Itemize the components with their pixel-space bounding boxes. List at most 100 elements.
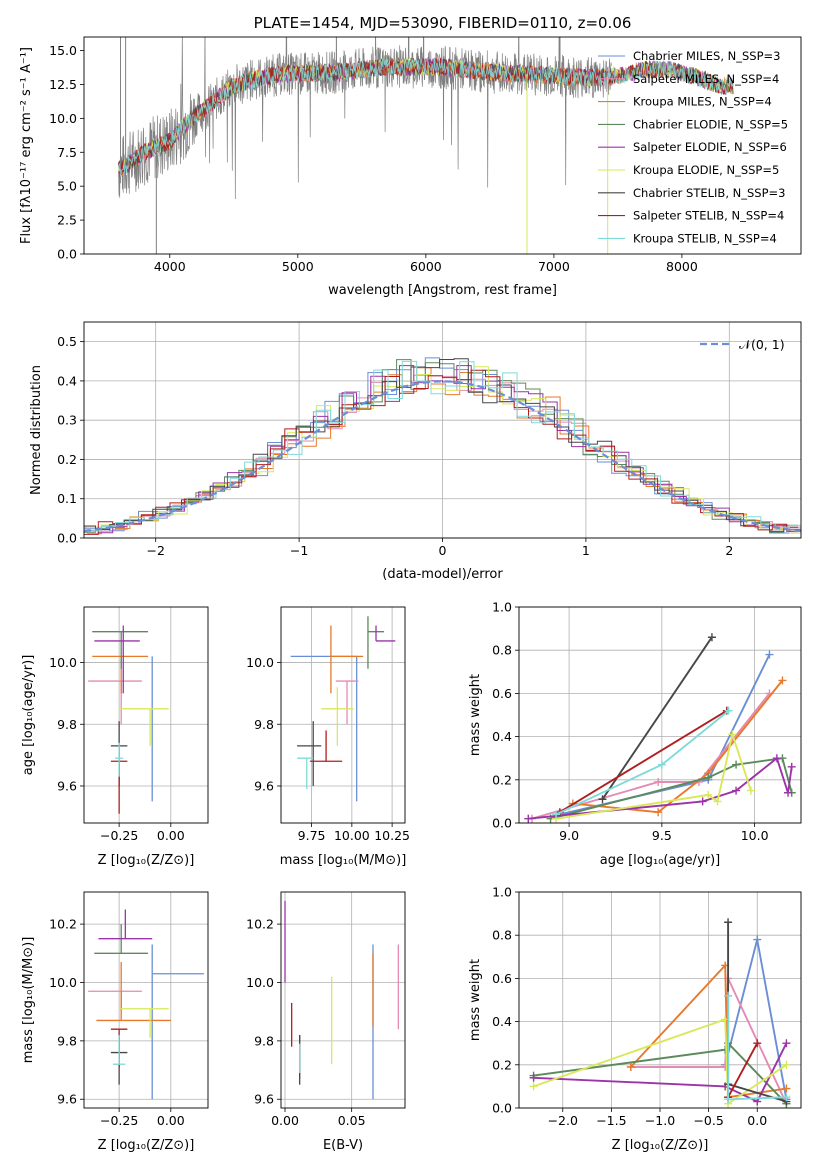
mass-weight-marker bbox=[529, 1073, 538, 1082]
y-tick-label: 9.6 bbox=[254, 1092, 274, 1107]
mass-weight-marker bbox=[704, 790, 713, 799]
y-tick-label: 7.5 bbox=[57, 145, 77, 160]
axes-frame bbox=[518, 891, 802, 1109]
y-tick-label: 12.5 bbox=[49, 77, 77, 92]
mass-weight-marker bbox=[732, 786, 741, 795]
legend-entry: Chabrier STELIB, N_SSP=3 bbox=[633, 186, 785, 200]
mass-weight-line bbox=[533, 1018, 787, 1106]
x-tick-label: 10.0 bbox=[741, 828, 769, 843]
y-tick-label: 0.1 bbox=[57, 491, 77, 506]
mass-weight-marker bbox=[724, 918, 733, 927]
x-tick-label: −1.0 bbox=[645, 1113, 675, 1128]
y-tick-label: 0.0 bbox=[492, 1101, 512, 1116]
x-tick-label: 0 bbox=[439, 543, 447, 558]
mass-weight-marker bbox=[746, 786, 755, 795]
x-tick-label: −1 bbox=[290, 543, 308, 558]
mass-weight-marker bbox=[654, 808, 663, 817]
y-tick-label: 0.2 bbox=[492, 772, 512, 787]
x-tick-label: −0.25 bbox=[100, 1113, 138, 1128]
x-tick-label: 0.0 bbox=[747, 1113, 767, 1128]
x-tick-label: −0.25 bbox=[100, 828, 138, 843]
gaussian-curve bbox=[83, 380, 802, 533]
mass-weight-marker bbox=[724, 1095, 733, 1104]
chart-title: PLATE=1454, MJD=53090, FIBERID=0110, z=0… bbox=[254, 14, 632, 32]
legend-entry: 𝒩(0, 1) bbox=[739, 337, 785, 352]
legend-entry: Salpeter ELODIE, N_SSP=6 bbox=[633, 140, 787, 154]
y-tick-label: 0.0 bbox=[57, 531, 77, 546]
y-tick-label: 5.0 bbox=[57, 179, 77, 194]
y-tick-label: 1.0 bbox=[492, 600, 512, 615]
axes-frame bbox=[83, 36, 802, 255]
y-tick-label: 0.8 bbox=[492, 643, 512, 658]
mass-vs-ebv-panel: 0.00 0.05 9.6 9.8 10.0 10.2 E(B-V) bbox=[246, 891, 406, 1153]
x-tick-label: 2 bbox=[725, 543, 733, 558]
y-tick-label: 0.0 bbox=[492, 816, 512, 831]
x-tick-label: 0.00 bbox=[157, 1113, 185, 1128]
y-tick-label: 10.2 bbox=[246, 917, 274, 932]
mass-weight-marker bbox=[713, 797, 722, 806]
x-tick-label: 10.00 bbox=[334, 828, 370, 843]
mass-weight-line bbox=[572, 679, 784, 814]
x-tick-label: 8000 bbox=[666, 259, 698, 274]
legend-entry: Kroupa ELODIE, N_SSP=5 bbox=[633, 163, 779, 177]
y-tick-label: 0.8 bbox=[492, 928, 512, 943]
mass-weight-marker bbox=[657, 760, 666, 769]
mass-weight-marker bbox=[753, 1039, 762, 1048]
mass-vs-metallicity-panel: −0.25 0.00 9.6 9.8 10.0 10.2 Z [log₁₀(Z/Z⊙)] ma… bbox=[21, 891, 209, 1153]
mass-weight-marker bbox=[772, 754, 781, 763]
y-tick-label: 9.6 bbox=[57, 1092, 77, 1107]
x-tick-label: 9.0 bbox=[559, 828, 579, 843]
mass-weight-marker bbox=[626, 1062, 635, 1071]
y-tick-label: 10.0 bbox=[246, 655, 274, 670]
y-tick-label: 2.5 bbox=[57, 213, 77, 228]
y-tick-label: 0.6 bbox=[492, 686, 512, 701]
x-axis-label: Z [log₁₀(Z/Z⊙)] bbox=[98, 1138, 195, 1153]
x-tick-label: 0.00 bbox=[157, 828, 185, 843]
y-tick-label: 9.6 bbox=[254, 778, 274, 793]
x-tick-label: 0.00 bbox=[271, 1113, 299, 1128]
mass-weight-line bbox=[528, 756, 793, 820]
legend-entry: Chabrier MILES, N_SSP=3 bbox=[633, 49, 780, 63]
y-tick-label: 0.2 bbox=[57, 452, 77, 467]
y-tick-label: 1.0 bbox=[492, 885, 512, 900]
y-tick-label: 10.0 bbox=[49, 111, 77, 126]
x-axis-label: wavelength [Angstrom, rest frame] bbox=[328, 283, 557, 298]
legend-entry: Kroupa MILES, N_SSP=4 bbox=[633, 95, 772, 109]
y-tick-label: 0.4 bbox=[57, 373, 77, 388]
y-tick-label: 0.5 bbox=[57, 334, 77, 349]
spectrum-panel: 4000 5000 6000 7000 8000 0.0 2.5 5.0 7.5 10.0 12.5… bbox=[19, 14, 802, 298]
mass-weight-marker bbox=[787, 762, 796, 771]
mass-weight-marker bbox=[782, 1060, 791, 1069]
y-tick-label: 9.8 bbox=[254, 717, 274, 732]
x-tick-label: 1 bbox=[582, 543, 590, 558]
x-axis-label: (data-model)/error bbox=[382, 567, 503, 582]
y-tick-label: 10.2 bbox=[49, 917, 77, 932]
y-tick-label: 9.8 bbox=[254, 1033, 274, 1048]
y-tick-label: 0.3 bbox=[57, 413, 77, 428]
mass-weight-marker bbox=[753, 935, 762, 944]
y-tick-label: 0.0 bbox=[57, 247, 77, 262]
x-tick-label: 6000 bbox=[410, 259, 442, 274]
x-axis-label: E(B-V) bbox=[323, 1138, 363, 1153]
x-tick-label: −0.5 bbox=[693, 1113, 723, 1128]
y-axis-label: Normed distribution bbox=[29, 365, 44, 495]
mass-weight-marker bbox=[529, 1082, 538, 1091]
residuals-panel: −2 −1 0 1 2 0.0 0.1 0.2 0.3 0.4 0.5 𝒩(0, 1) (data-mo… bbox=[29, 321, 802, 582]
mass-weight-line bbox=[724, 939, 788, 1100]
mass-weight-marker bbox=[598, 795, 607, 804]
mass-weight-marker bbox=[704, 773, 713, 782]
x-tick-label: 9.75 bbox=[298, 828, 326, 843]
mass-weight-marker bbox=[707, 633, 716, 642]
mass-weight-marker bbox=[552, 810, 561, 819]
y-axis-label: mass weight bbox=[468, 674, 483, 756]
legend-entry: Kroupa STELIB, N_SSP=4 bbox=[633, 231, 777, 245]
mass-weight-marker bbox=[698, 797, 707, 806]
y-axis-label: Flux [fλ10⁻¹⁷ erg cm⁻² s⁻¹ A⁻¹] bbox=[19, 47, 34, 244]
y-tick-label: 9.8 bbox=[57, 1033, 77, 1048]
y-axis-label: mass weight bbox=[468, 959, 483, 1041]
y-axis-label: age [log₁₀(age/yr)] bbox=[21, 655, 36, 776]
axes-frame bbox=[280, 606, 406, 824]
mass-weight-marker bbox=[728, 730, 737, 739]
mass-weight-line bbox=[601, 636, 713, 800]
